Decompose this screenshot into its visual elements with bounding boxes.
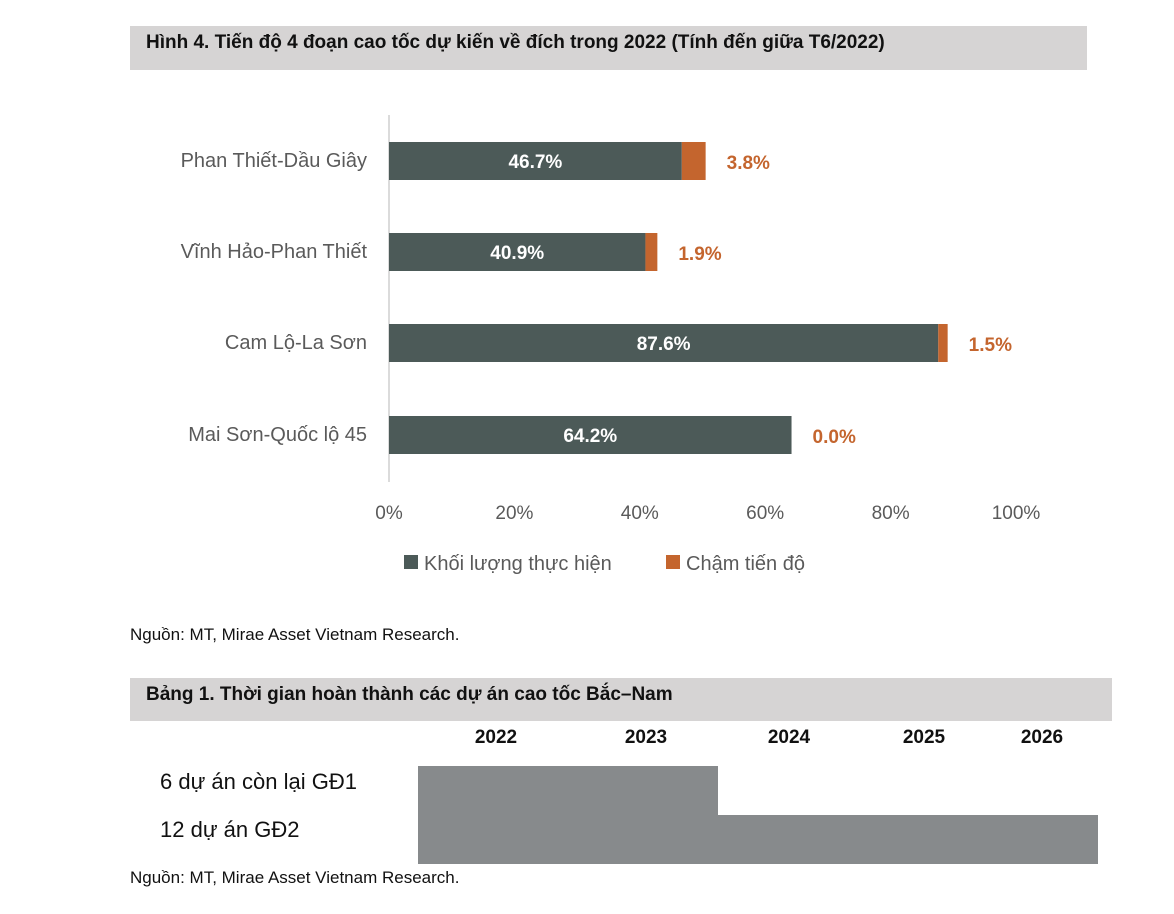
legend-label-cham-tien-do: Chậm tiến độ [686,553,805,575]
x-tick-label: 0% [375,503,403,524]
bar-cham-tien-do [645,233,658,271]
data-label-khoi-luong: 40.9% [490,243,544,264]
category-label: Cam Lộ-La Sơn [225,332,367,354]
data-label-khoi-luong: 46.7% [508,152,562,173]
year-header-2024: 2024 [767,727,811,748]
category-label: Mai Sơn-Quốc lộ 45 [188,424,367,446]
bar-cham-tien-do [681,142,706,180]
x-tick-label: 100% [992,503,1041,524]
timeline-bar-gd2 [418,815,1098,864]
table-title: Bảng 1. Thời gian hoàn thành các dự án c… [130,678,1112,721]
x-tick-label: 20% [495,503,533,524]
table-source: Nguồn: MT, Mirae Asset Vietnam Research. [130,868,460,887]
year-header-2022: 2022 [474,727,518,748]
legend-swatch-khoi-luong [404,555,418,569]
data-label-khoi-luong: 87.6% [637,334,691,355]
bar-khoi-luong [389,142,682,180]
data-label-cham-tien-do: 1.5% [969,335,1012,356]
year-header-2025: 2025 [902,727,946,748]
x-tick-group: 0% 20% 40% 60% 80% 100% [375,503,1040,524]
data-label-khoi-luong: 64.2% [563,426,617,447]
x-tick-label: 60% [746,503,784,524]
year-header-2023: 2023 [624,727,668,748]
bars-group: Phan Thiết-Dầu Giây 46.7% 3.8% Vĩnh Hảo-Pha… [181,142,1012,454]
x-tick-label: 80% [872,503,910,524]
year-header-2026: 2026 [1020,727,1064,748]
legend-swatch-cham-tien-do [666,555,680,569]
bar-khoi-luong [389,233,646,271]
table-row-label: 12 dự án GĐ2 [160,817,300,842]
category-label: Vĩnh Hảo-Phan Thiết [181,241,368,263]
bar-khoi-luong [389,416,792,454]
figure-title: Hình 4. Tiến độ 4 đoạn cao tốc dự kiến v… [130,26,1087,70]
bar-chart: Phan Thiết-Dầu Giây 46.7% 3.8% Vĩnh Hảo-Pha… [181,115,1040,575]
legend: Khối lượng thực hiện Chậm tiến độ [404,553,805,575]
data-label-cham-tien-do: 1.9% [678,244,721,265]
legend-label-khoi-luong: Khối lượng thực hiện [424,553,612,575]
table-row-label: 6 dự án còn lại GĐ1 [160,769,357,794]
data-label-cham-tien-do: 3.8% [727,153,770,174]
bar-khoi-luong [389,324,939,362]
category-label: Phan Thiết-Dầu Giây [181,150,367,172]
x-tick-label: 40% [621,503,659,524]
data-label-cham-tien-do: 0.0% [813,427,856,448]
timeline-bar-gd1 [418,766,718,815]
bar-cham-tien-do [938,324,948,362]
figure-source: Nguồn: MT, Mirae Asset Vietnam Research. [130,625,460,644]
